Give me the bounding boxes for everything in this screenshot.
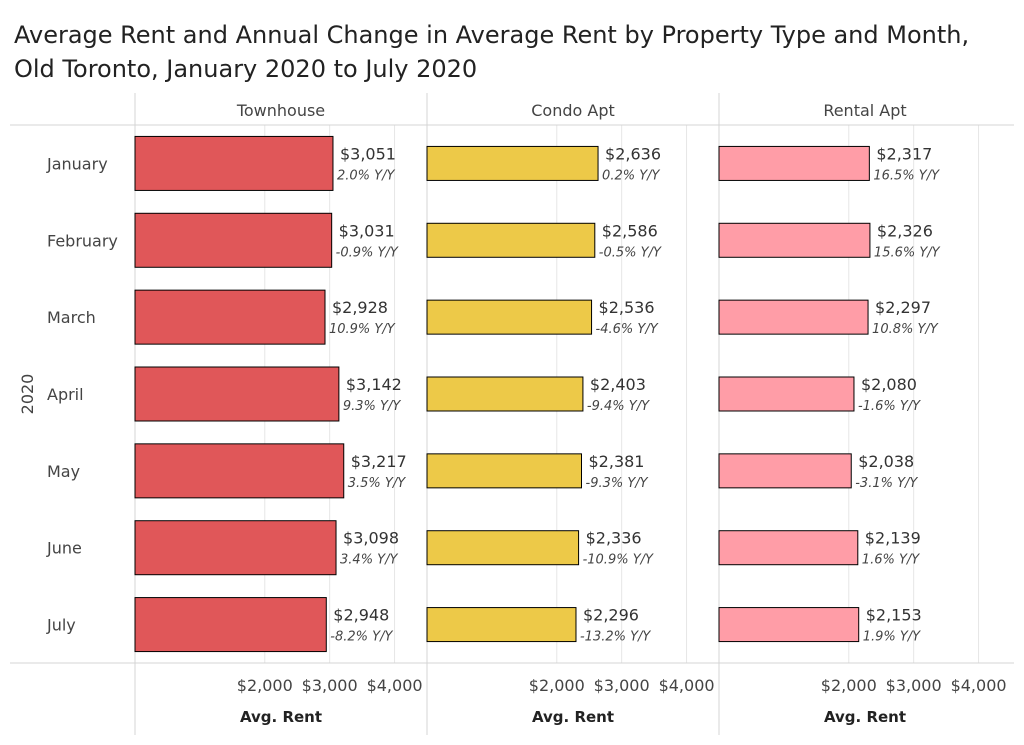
change-label: 3.5% Y/Y <box>348 476 406 491</box>
value-label: $2,153 <box>866 606 922 625</box>
labels: 2020 January February March April May June July… <box>18 101 1007 726</box>
x-axis-title: Avg. Rent <box>240 708 322 726</box>
x-tick-label: $2,000 <box>529 676 585 695</box>
category-label: July <box>46 616 76 635</box>
value-label: $2,403 <box>590 375 646 394</box>
bar <box>134 366 340 422</box>
x-tick-label: $4,000 <box>659 676 715 695</box>
bar <box>134 520 337 576</box>
change-label: 1.6% Y/Y <box>862 553 920 568</box>
change-label: -0.9% Y/Y <box>336 245 399 260</box>
panel-header: Townhouse <box>236 101 325 120</box>
bar <box>718 607 860 643</box>
value-label: $2,586 <box>602 221 658 240</box>
value-label: $3,051 <box>340 144 396 163</box>
change-label: -9.3% Y/Y <box>586 476 649 491</box>
value-label: $2,297 <box>875 298 931 317</box>
x-axis-title: Avg. Rent <box>532 708 614 726</box>
value-label: $2,948 <box>333 606 389 625</box>
panel-header: Rental Apt <box>823 101 906 120</box>
x-tick-label: $3,000 <box>594 676 650 695</box>
change-label: -10.9% Y/Y <box>583 553 654 568</box>
change-label: 3.4% Y/Y <box>340 553 398 568</box>
row-group-label: 2020 <box>18 374 37 415</box>
bar <box>134 135 334 191</box>
bar <box>426 376 584 412</box>
bar <box>718 299 869 335</box>
change-label: -13.2% Y/Y <box>580 630 651 645</box>
value-label: $2,928 <box>332 298 388 317</box>
value-label: $2,326 <box>877 221 933 240</box>
x-tick-label: $2,000 <box>821 676 877 695</box>
bar <box>426 453 583 489</box>
x-tick-label: $4,000 <box>951 676 1007 695</box>
category-label: January <box>46 154 108 173</box>
bar <box>134 597 327 653</box>
value-label: $2,636 <box>605 144 661 163</box>
value-label: $3,098 <box>343 529 399 548</box>
change-label: 10.9% Y/Y <box>329 322 396 337</box>
change-label: 9.3% Y/Y <box>343 399 401 414</box>
value-label: $3,217 <box>351 452 407 471</box>
category-label: June <box>46 539 82 558</box>
category-label: February <box>47 231 118 250</box>
bar <box>426 299 593 335</box>
panel-header: Condo Apt <box>531 101 615 120</box>
grid-layer <box>264 125 980 663</box>
change-label: 10.8% Y/Y <box>872 322 939 337</box>
value-label: $3,031 <box>339 221 395 240</box>
bar <box>134 212 333 268</box>
bar <box>426 222 596 258</box>
x-tick-label: $4,000 <box>367 676 423 695</box>
change-label: -4.6% Y/Y <box>596 322 659 337</box>
change-label: -1.6% Y/Y <box>858 399 921 414</box>
value-label: $2,139 <box>865 529 921 548</box>
change-label: -3.1% Y/Y <box>855 476 918 491</box>
change-label: 0.2% Y/Y <box>602 168 660 183</box>
bar <box>718 530 859 566</box>
bar <box>426 145 599 181</box>
change-label: 2.0% Y/Y <box>337 168 395 183</box>
value-label: $2,536 <box>599 298 655 317</box>
value-label: $2,080 <box>861 375 917 394</box>
value-label: $2,038 <box>858 452 914 471</box>
value-label: $2,336 <box>586 529 642 548</box>
value-label: $2,296 <box>583 606 639 625</box>
bar <box>718 376 855 412</box>
change-label: 1.9% Y/Y <box>863 630 921 645</box>
change-label: -9.4% Y/Y <box>587 399 650 414</box>
x-tick-label: $3,000 <box>302 676 358 695</box>
chart-title: Average Rent and Annual Change in Averag… <box>14 21 970 83</box>
value-label: $3,142 <box>346 375 402 394</box>
value-label: $2,317 <box>876 144 932 163</box>
bar <box>426 607 577 643</box>
change-label: -8.2% Y/Y <box>330 630 393 645</box>
bar <box>134 289 326 345</box>
bar <box>718 222 871 258</box>
bar <box>718 145 870 181</box>
category-label: April <box>47 385 84 404</box>
change-label: -0.5% Y/Y <box>599 245 662 260</box>
x-tick-label: $3,000 <box>886 676 942 695</box>
category-label: May <box>47 462 80 481</box>
category-label: March <box>47 308 96 327</box>
change-label: 16.5% Y/Y <box>873 168 940 183</box>
x-axis-title: Avg. Rent <box>824 708 906 726</box>
bar <box>718 453 852 489</box>
bars <box>134 135 871 653</box>
bar <box>426 530 580 566</box>
bar <box>134 443 345 499</box>
value-label: $2,381 <box>589 452 645 471</box>
x-tick-label: $2,000 <box>237 676 293 695</box>
change-label: 15.6% Y/Y <box>874 245 941 260</box>
